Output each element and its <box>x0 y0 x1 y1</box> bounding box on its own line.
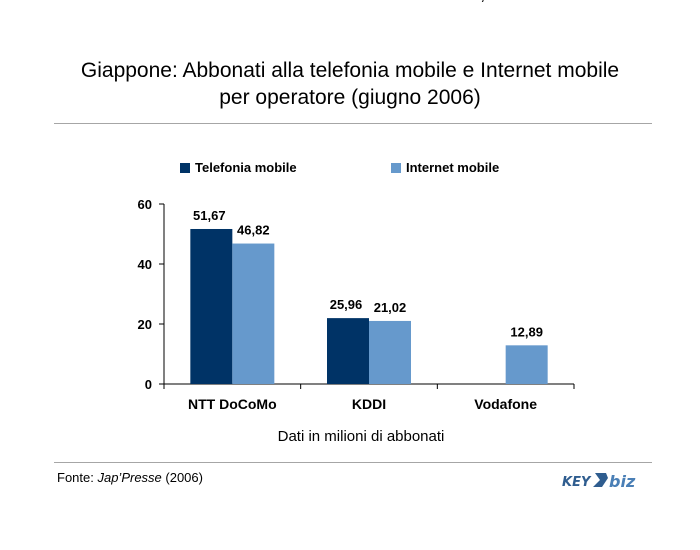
legend-label-telefonia: Telefonia mobile <box>195 160 297 175</box>
data-label: 46,82 <box>237 223 270 238</box>
x-axis-caption: Dati in milioni di abbonati <box>277 428 445 445</box>
data-label: 21,02 <box>374 300 407 315</box>
data-label: 51,67 <box>193 208 226 223</box>
logo-key-text: KEY <box>562 475 592 490</box>
x-tick-label: KDDI <box>352 396 386 412</box>
source-note: Fonte: Jap’Presse (2006) <box>57 470 203 485</box>
key4biz-logo-mark: KEY biz <box>562 472 636 491</box>
title-divider <box>54 123 652 124</box>
key4biz-logo: KEY biz <box>562 470 642 492</box>
x-tick-label: NTT DoCoMo <box>188 396 277 412</box>
chart-title-line-1: Giappone: Abbonati alla telefonia mobile… <box>80 59 620 82</box>
y-tick-label: 40 <box>138 257 152 272</box>
chart-title: Giappone: Abbonati alla telefonia mobile… <box>0 57 700 111</box>
legend-item-telefonia: Telefonia mobile <box>180 160 297 175</box>
legend-item-internet: Internet mobile <box>391 160 499 175</box>
data-label: 12,89 <box>510 324 543 339</box>
footer-divider <box>54 462 652 463</box>
legend-swatch-telefonia <box>180 162 190 173</box>
data-label: 15,24 <box>466 0 499 3</box>
y-tick-label: 20 <box>138 317 152 332</box>
chart-title-line-2: per operatore (giugno 2006) <box>219 86 481 109</box>
y-tick-label: 0 <box>145 377 152 392</box>
y-tick-label: 60 <box>138 197 152 212</box>
logo-mark-shape <box>593 473 608 487</box>
bar-internet <box>369 320 411 384</box>
bar-telefonia <box>190 228 233 384</box>
source-name: Jap’Presse <box>97 470 162 485</box>
x-tick-label: Vodafone <box>474 396 537 412</box>
legend-swatch-internet <box>391 162 401 173</box>
chart-legend: Telefonia mobile Internet mobile <box>0 160 700 180</box>
bar-telefonia <box>327 318 369 384</box>
bar-internet <box>232 243 275 384</box>
source-prefix: Fonte: <box>57 470 98 485</box>
data-label: 25,96 <box>330 297 363 312</box>
legend-label-internet: Internet mobile <box>406 160 500 175</box>
source-suffix: (2006) <box>161 470 203 485</box>
bar-internet <box>505 345 548 384</box>
logo-biz-text: biz <box>609 472 636 491</box>
